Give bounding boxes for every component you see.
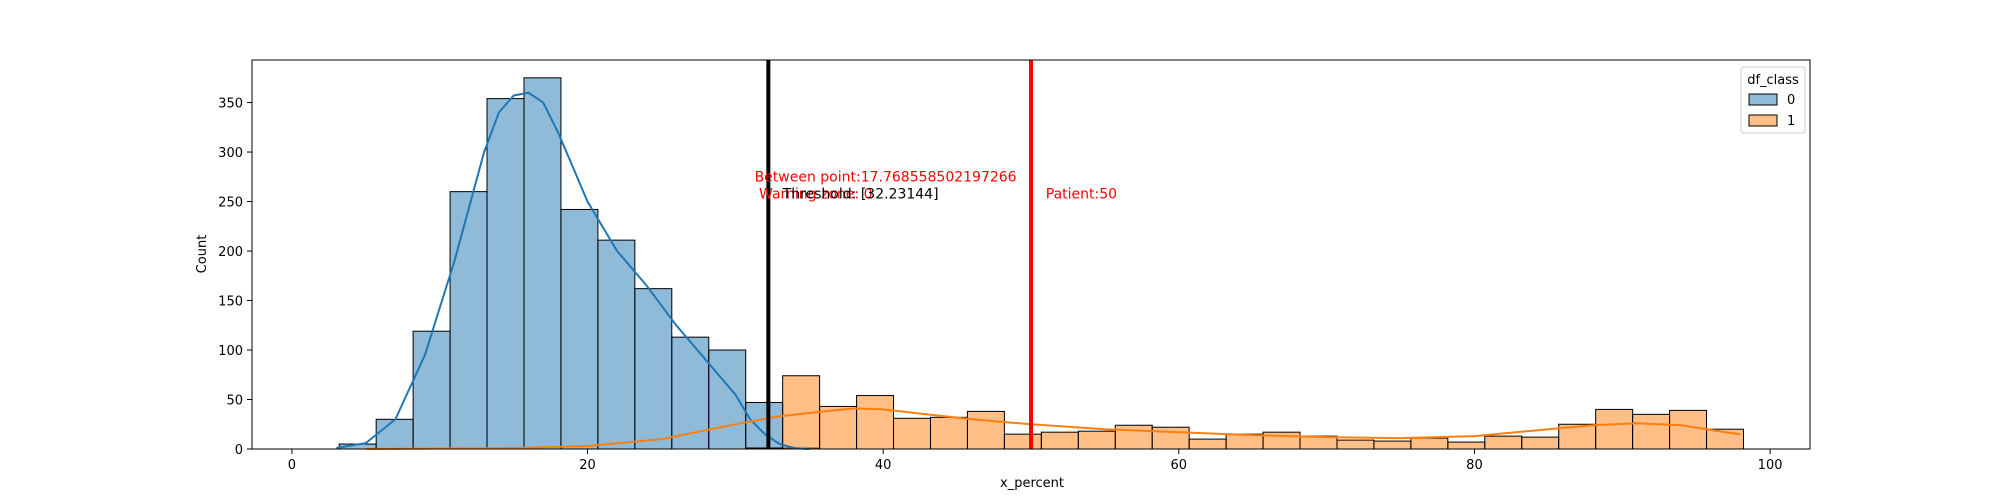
x-tick-label: 100 xyxy=(1758,458,1783,473)
y-tick-label: 100 xyxy=(218,344,243,359)
y-tick-label: 0 xyxy=(235,443,243,458)
bar-series-1 xyxy=(1632,413,1671,450)
x-tick-label: 0 xyxy=(288,458,296,473)
legend: df_class 0 1 xyxy=(1740,66,1806,134)
bar-series-1 xyxy=(1114,424,1153,450)
bar-series-1 xyxy=(1077,430,1116,450)
bar-series-0 xyxy=(523,77,562,450)
bar-series-1 xyxy=(1447,441,1486,450)
legend-label-1: 1 xyxy=(1787,114,1795,129)
x-axis: 0 20 40 60 80 100 xyxy=(288,449,1783,473)
legend-title: df_class xyxy=(1747,73,1799,88)
bar-series-1 xyxy=(856,395,895,450)
bar-series-0 xyxy=(449,191,488,450)
legend-swatch-1 xyxy=(1748,114,1778,127)
y-tick-label: 250 xyxy=(218,196,243,211)
plot-area: Between point:17.768558502197266Warning … xyxy=(251,59,1811,450)
bar-series-1 xyxy=(1595,408,1634,450)
y-tick-label: 200 xyxy=(218,245,243,260)
bar-series-0 xyxy=(708,349,747,450)
bar-series-0 xyxy=(671,336,710,450)
bar-series-1 xyxy=(1188,438,1227,450)
bar-series-0 xyxy=(597,239,636,450)
annotation-text: Warning zone: 0 xyxy=(759,187,872,203)
y-tick-label: 50 xyxy=(226,394,243,409)
bar-series-1 xyxy=(1521,436,1560,450)
bar-series-1 xyxy=(1003,433,1042,450)
x-tick-label: 20 xyxy=(579,458,596,473)
y-axis: 0 50 100 150 200 250 300 350 xyxy=(218,97,252,458)
y-axis-label: Count xyxy=(195,235,210,274)
bar-series-1 xyxy=(1669,409,1708,450)
bar-series-1 xyxy=(966,410,1005,450)
annotation-text: Threshold: [32.23144] xyxy=(782,187,939,203)
bar-series-1 xyxy=(1040,431,1079,450)
legend-label-0: 0 xyxy=(1787,93,1795,108)
x-tick-label: 40 xyxy=(875,458,892,473)
bar-series-0 xyxy=(412,330,451,450)
bar-series-1 xyxy=(1373,440,1412,450)
bar-series-0 xyxy=(375,418,414,450)
x-tick-label: 80 xyxy=(1466,458,1483,473)
y-tick-label: 350 xyxy=(218,97,243,112)
legend-swatch-0 xyxy=(1748,93,1778,106)
y-tick-label: 150 xyxy=(218,295,243,310)
bar-series-1 xyxy=(1484,435,1523,450)
x-axis-label: x_percent xyxy=(1000,476,1064,491)
kde-line-series-1 xyxy=(365,407,1741,450)
bar-series-1 xyxy=(1410,437,1449,450)
plot-frame xyxy=(251,59,1811,450)
kde-line-series-0 xyxy=(336,91,810,450)
bar-series-1 xyxy=(1225,433,1264,450)
bar-series-0 xyxy=(486,98,525,450)
bar-series-1 xyxy=(1336,439,1375,450)
annotation-text: Patient:50 xyxy=(1046,187,1117,203)
bar-series-1 xyxy=(819,405,858,450)
annotation-text: Between point:17.768558502197266 xyxy=(755,170,1017,186)
bar-series-1 xyxy=(893,417,931,450)
x-tick-label: 60 xyxy=(1171,458,1188,473)
y-tick-label: 300 xyxy=(218,146,243,161)
bar-series-1 xyxy=(929,416,968,450)
bar-series-0 xyxy=(560,208,599,450)
